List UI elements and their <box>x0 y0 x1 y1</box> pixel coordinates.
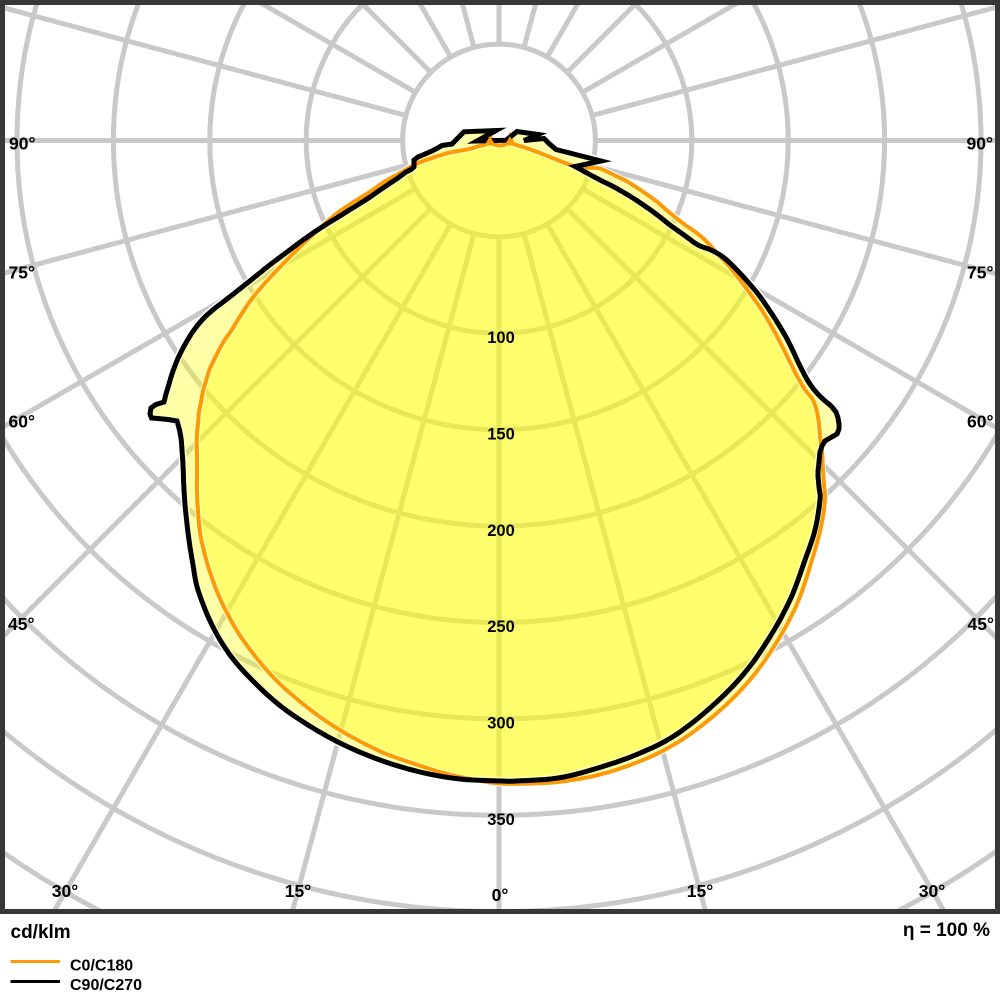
svg-text:60°: 60° <box>9 412 35 432</box>
svg-text:200: 200 <box>487 522 515 540</box>
svg-text:30°: 30° <box>52 881 78 901</box>
svg-text:75°: 75° <box>967 263 993 283</box>
svg-text:60°: 60° <box>967 412 993 432</box>
svg-text:150: 150 <box>487 425 515 443</box>
svg-text:C0/C180: C0/C180 <box>70 958 133 975</box>
svg-text:75°: 75° <box>9 263 35 283</box>
svg-text:30°: 30° <box>919 881 945 901</box>
svg-text:100: 100 <box>487 329 515 347</box>
svg-text:90°: 90° <box>967 134 993 154</box>
svg-text:0°: 0° <box>492 885 509 905</box>
svg-text:15°: 15° <box>687 881 713 901</box>
svg-text:350: 350 <box>487 811 515 829</box>
svg-text:250: 250 <box>487 618 515 636</box>
svg-text:15°: 15° <box>285 881 311 901</box>
svg-text:cd/klm: cd/klm <box>11 922 71 943</box>
svg-text:C90/C270: C90/C270 <box>70 977 142 994</box>
svg-text:45°: 45° <box>8 614 34 634</box>
svg-text:300: 300 <box>487 715 515 733</box>
svg-text:η = 100 %: η = 100 % <box>903 920 990 941</box>
svg-text:45°: 45° <box>968 614 994 634</box>
svg-text:90°: 90° <box>9 134 35 154</box>
